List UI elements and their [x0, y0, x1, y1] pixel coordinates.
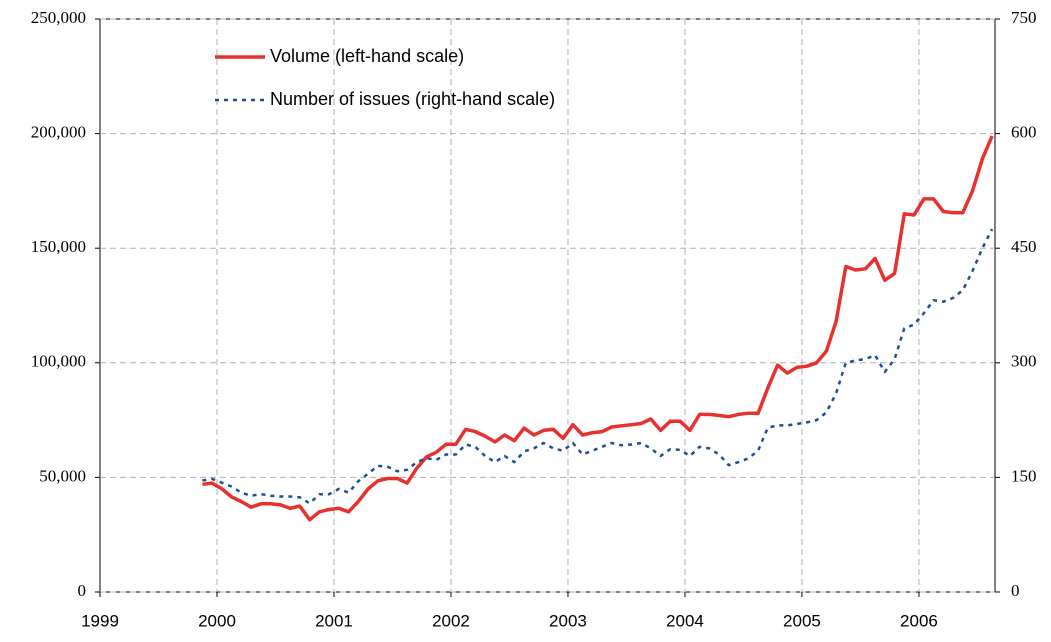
legend-label: Number of issues (right-hand scale) [270, 89, 555, 109]
plot-frame [99, 18, 996, 593]
y-tick-label: 0 [78, 581, 87, 600]
y2-tick-label: 0 [1011, 581, 1020, 600]
x-tick-label: 2001 [315, 611, 353, 630]
y-tick-label: 100,000 [31, 352, 86, 371]
y2-tick-label: 150 [1011, 466, 1037, 485]
x-tick-label: 2006 [900, 611, 938, 630]
y2-tick-label: 600 [1011, 123, 1037, 142]
legend-label: Volume (left-hand scale) [270, 46, 464, 66]
y-tick-label: 150,000 [31, 237, 86, 256]
y2-tick-label: 750 [1011, 8, 1037, 27]
y2-tick-label: 450 [1011, 237, 1037, 256]
x-tick-label: 2004 [666, 611, 704, 630]
x-tick-label: 2002 [432, 611, 470, 630]
y-tick-label: 50,000 [39, 466, 86, 485]
x-tick-label: 2003 [549, 611, 587, 630]
x-tick-label: 2000 [198, 611, 236, 630]
series-line [202, 228, 994, 505]
series-line [202, 135, 994, 522]
x-tick-label: 2005 [783, 611, 821, 630]
x-tick-label: 1999 [81, 611, 119, 630]
y-tick-label: 250,000 [31, 8, 86, 27]
y2-tick-label: 300 [1011, 352, 1037, 371]
y-tick-label: 200,000 [31, 123, 86, 142]
